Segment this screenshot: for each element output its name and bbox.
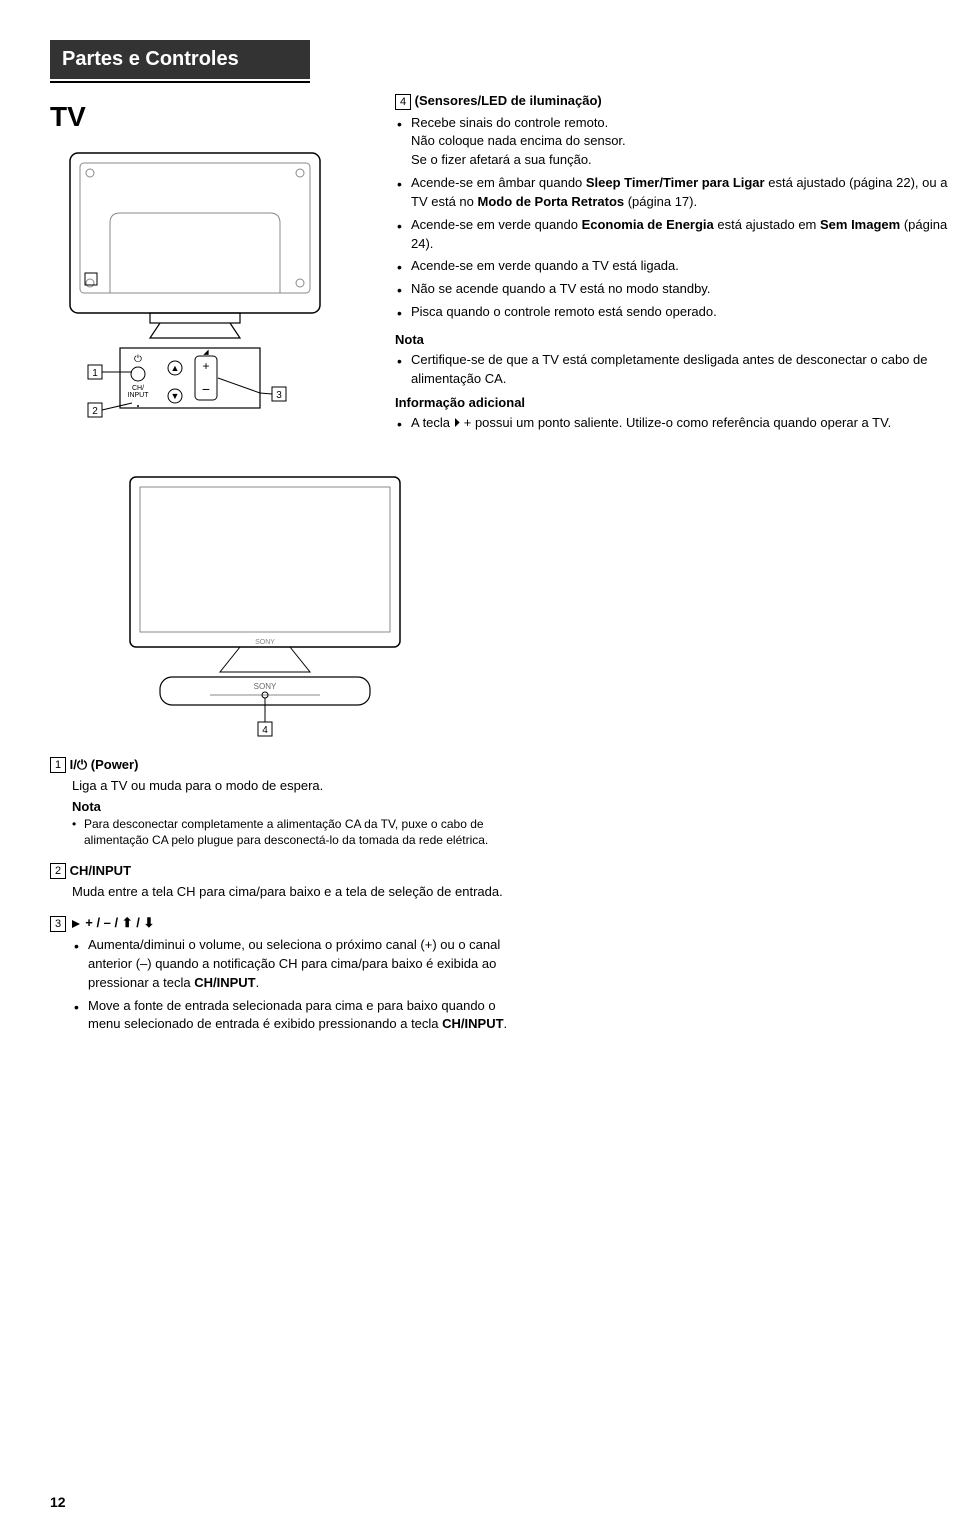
item-1-desc: Liga a TV ou muda para o modo de espera. — [72, 777, 510, 795]
callout-2: 2 — [50, 863, 66, 879]
svg-text:▲: ▲ — [171, 363, 180, 373]
callout-3: 3 — [50, 916, 66, 932]
volume-icon — [72, 920, 80, 928]
tv-label: TV — [50, 101, 370, 133]
svg-text:2: 2 — [92, 406, 98, 417]
svg-text:SONY: SONY — [254, 682, 277, 691]
svg-text:3: 3 — [276, 390, 282, 401]
section-4-title: (Sensores/LED de iluminação) — [415, 93, 602, 108]
svg-text:◢: ◢ — [203, 349, 209, 356]
svg-text:−: − — [202, 381, 210, 397]
bullet: Não se acende quando a TV está no modo s… — [411, 280, 950, 299]
svg-text:INPUT: INPUT — [128, 392, 150, 399]
bullet: A tecla ⏵ + possui um ponto saliente. Ut… — [411, 414, 950, 433]
bullet: Recebe sinais do controle remoto.Não col… — [411, 114, 950, 171]
item-3-bullets: Aumenta/diminui o volume, ou seleciona o… — [72, 936, 510, 1034]
item-3: 3 + / – / ⬆ / ⬇ Aumenta/diminui o volume… — [50, 915, 510, 1034]
page-number: 12 — [50, 1494, 66, 1510]
section-header: Partes e Controles — [50, 40, 310, 79]
svg-text:▼: ▼ — [171, 391, 180, 401]
bullet: Certifique-se de que a TV está completam… — [411, 351, 950, 389]
item-2-title: CH/INPUT — [70, 863, 131, 878]
item-2: 2 CH/INPUT Muda entre a tela CH para cim… — [50, 863, 510, 902]
header-underline — [50, 81, 310, 83]
info-adicional-label: Informação adicional — [395, 395, 950, 410]
item-1-nota: Para desconectar completamente a aliment… — [50, 816, 510, 848]
bullet: Move a fonte de entrada selecionada para… — [88, 997, 510, 1035]
nota-label: Nota — [72, 799, 510, 814]
svg-text:4: 4 — [262, 725, 268, 736]
ch-input-label: CH/ — [132, 385, 144, 392]
info-bullets: A tecla ⏵ + possui um ponto saliente. Ut… — [395, 414, 950, 433]
section-4-bullets: Recebe sinais do controle remoto.Não col… — [395, 114, 950, 322]
svg-text:1: 1 — [92, 368, 98, 379]
callout-4: 4 — [395, 94, 411, 110]
svg-text:SONY: SONY — [255, 639, 275, 646]
nota-label: Nota — [395, 332, 950, 347]
tv-back-diagram: ⏻ CH/ INPUT ▲ ▼ + − ◢ — [50, 143, 370, 423]
item-3-title: + / – / ⬆ / ⬇ — [70, 915, 155, 930]
bullet: Aumenta/diminui o volume, ou seleciona o… — [88, 936, 510, 993]
tv-front-diagram: SONY SONY 4 — [110, 467, 950, 747]
nota-bullets: Certifique-se de que a TV está completam… — [395, 351, 950, 389]
bullet: Para desconectar completamente a aliment… — [84, 816, 510, 848]
bullet: Acende-se em verde quando a TV está liga… — [411, 257, 950, 276]
item-1-title: I/⏻ ⏻ (Power)(Power) — [70, 757, 139, 772]
item-1: 1 I/⏻ ⏻ (Power)(Power) Liga a TV ou muda… — [50, 757, 510, 849]
section-4-block: 4 (Sensores/LED de iluminação) Recebe si… — [395, 93, 950, 433]
svg-text:⏻: ⏻ — [134, 354, 142, 365]
bullet: Acende-se em âmbar quando Sleep Timer/Ti… — [411, 174, 950, 212]
item-2-desc: Muda entre a tela CH para cima/para baix… — [72, 883, 510, 901]
bullet: Pisca quando o controle remoto está send… — [411, 303, 950, 322]
callout-1: 1 — [50, 757, 66, 773]
svg-text:+: + — [202, 359, 209, 373]
bullet: Acende-se em verde quando Economia de En… — [411, 216, 950, 254]
